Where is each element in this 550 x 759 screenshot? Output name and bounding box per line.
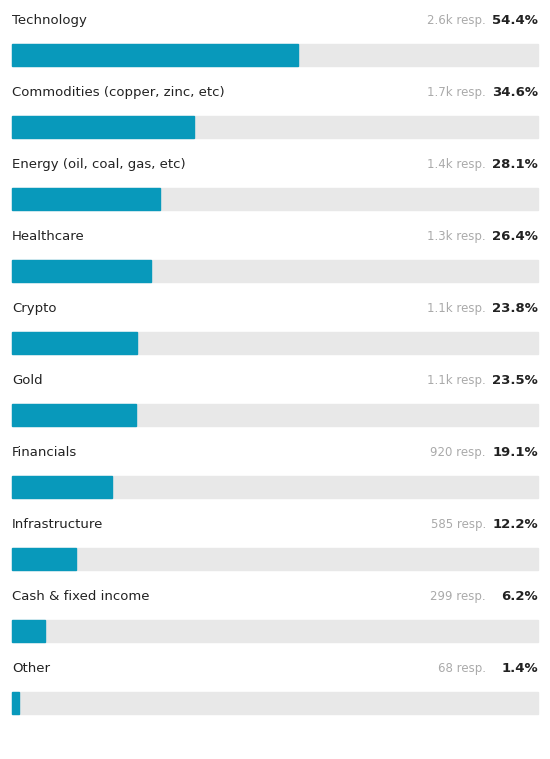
Bar: [12, 548, 76, 570]
Bar: [12, 44, 298, 66]
Bar: [12, 116, 194, 138]
Bar: [12, 548, 538, 570]
Text: 6.2%: 6.2%: [502, 590, 538, 603]
Text: 1.4k resp.: 1.4k resp.: [427, 158, 486, 171]
Text: 34.6%: 34.6%: [492, 86, 538, 99]
Text: Crypto: Crypto: [12, 302, 57, 315]
Bar: [12, 620, 538, 642]
Bar: [12, 260, 151, 282]
Text: Technology: Technology: [12, 14, 87, 27]
Bar: [12, 404, 538, 426]
Text: 23.8%: 23.8%: [492, 302, 538, 315]
Text: 54.4%: 54.4%: [492, 14, 538, 27]
Text: 1.7k resp.: 1.7k resp.: [427, 86, 486, 99]
Text: 26.4%: 26.4%: [492, 230, 538, 243]
Text: 920 resp.: 920 resp.: [431, 446, 486, 459]
Text: Energy (oil, coal, gas, etc): Energy (oil, coal, gas, etc): [12, 158, 186, 171]
Text: Financials: Financials: [12, 446, 77, 459]
Bar: [12, 692, 538, 714]
Bar: [12, 620, 45, 642]
Text: Healthcare: Healthcare: [12, 230, 85, 243]
Bar: [12, 692, 19, 714]
Text: 1.3k resp.: 1.3k resp.: [427, 230, 486, 243]
Text: 28.1%: 28.1%: [492, 158, 538, 171]
Bar: [12, 188, 538, 210]
Bar: [12, 188, 160, 210]
Text: 23.5%: 23.5%: [492, 374, 538, 387]
Text: 2.6k resp.: 2.6k resp.: [427, 14, 486, 27]
Text: Other: Other: [12, 662, 50, 675]
Text: Commodities (copper, zinc, etc): Commodities (copper, zinc, etc): [12, 86, 224, 99]
Text: 1.1k resp.: 1.1k resp.: [427, 302, 486, 315]
Bar: [12, 476, 538, 498]
Text: Gold: Gold: [12, 374, 43, 387]
Text: 12.2%: 12.2%: [492, 518, 538, 531]
Text: 585 resp.: 585 resp.: [431, 518, 486, 531]
Text: Infrastructure: Infrastructure: [12, 518, 103, 531]
Text: Cash & fixed income: Cash & fixed income: [12, 590, 150, 603]
Text: 19.1%: 19.1%: [492, 446, 538, 459]
Bar: [12, 260, 538, 282]
Text: 1.4%: 1.4%: [502, 662, 538, 675]
Bar: [12, 116, 538, 138]
Bar: [12, 44, 538, 66]
Bar: [12, 332, 538, 354]
Bar: [12, 476, 112, 498]
Text: 68 resp.: 68 resp.: [438, 662, 486, 675]
Bar: [12, 404, 136, 426]
Bar: [12, 332, 137, 354]
Text: 299 resp.: 299 resp.: [430, 590, 486, 603]
Text: 1.1k resp.: 1.1k resp.: [427, 374, 486, 387]
